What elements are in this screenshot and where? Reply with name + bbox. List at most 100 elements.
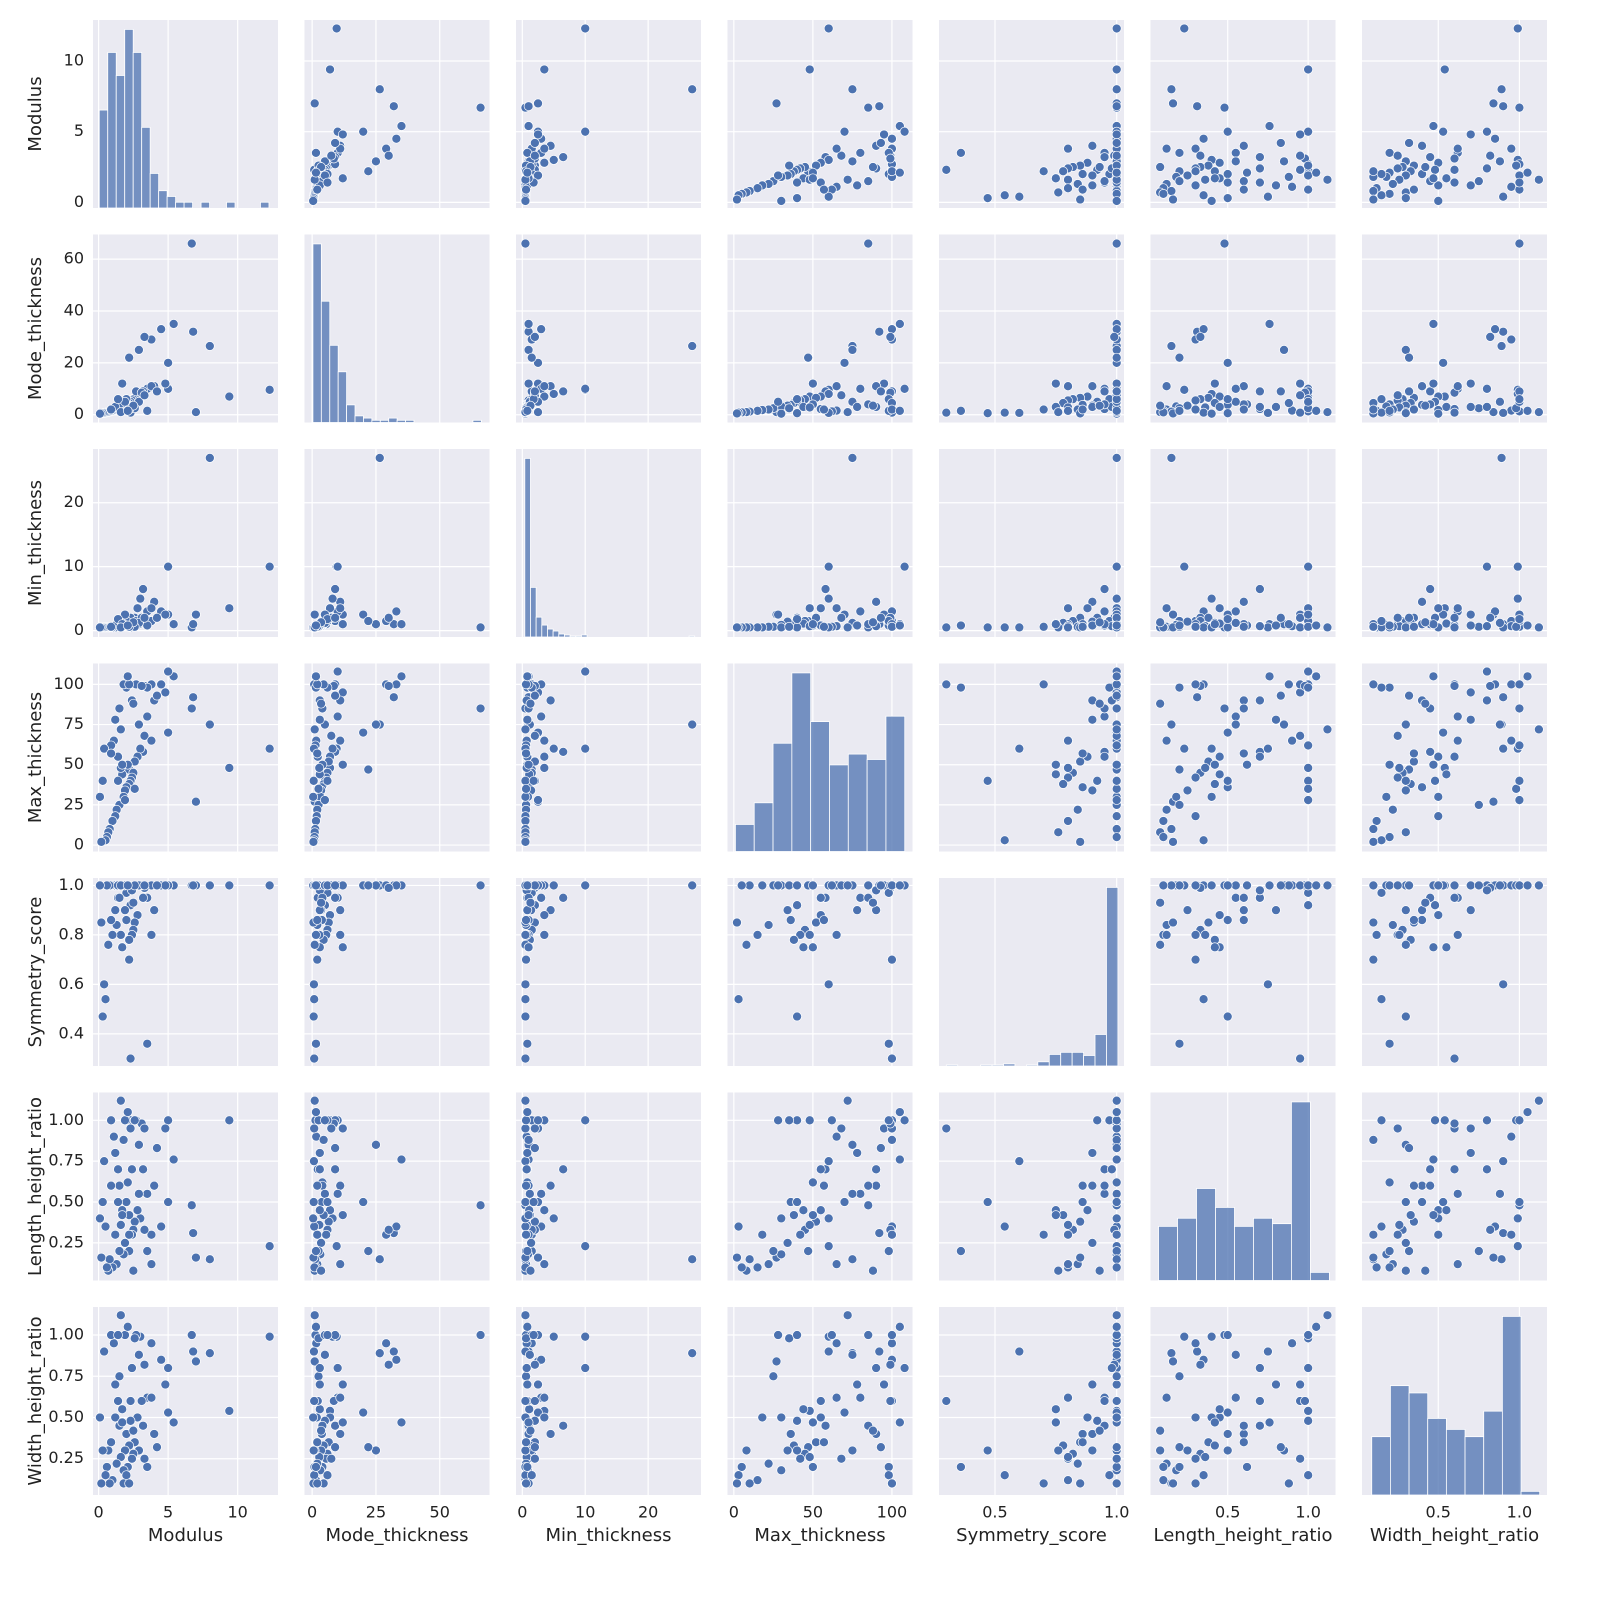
x-tick-label: 5 [163, 1503, 173, 1522]
scatter-point [1392, 163, 1403, 174]
scatter-point [823, 979, 834, 990]
scatter-point [1111, 1177, 1122, 1188]
scatter-point [522, 1246, 533, 1256]
hist-bar [1234, 1225, 1254, 1281]
scatter-point [1053, 407, 1064, 417]
scatter-point [1222, 1429, 1233, 1439]
scatter-point [956, 148, 966, 158]
scatter-point [1106, 1164, 1117, 1175]
scatter-point [523, 101, 534, 112]
scatter-point [1522, 167, 1533, 178]
scatter-point [1384, 1038, 1395, 1049]
scatter-point [475, 622, 486, 633]
scatter-point [191, 1356, 201, 1367]
scatter-point [1111, 1123, 1122, 1134]
scatter-point [1168, 98, 1178, 109]
scatter-point [732, 1252, 742, 1263]
scatter-point [839, 1407, 850, 1418]
scatter-point [521, 1229, 531, 1240]
scatter-point [308, 837, 319, 847]
scatter-point [321, 1229, 332, 1240]
scatter-point [868, 1265, 878, 1276]
scatter-point [874, 101, 885, 112]
scatter-point [335, 1392, 346, 1403]
scatter-point [308, 196, 319, 206]
scatter-point [1171, 792, 1182, 802]
scatter-point [1433, 811, 1444, 821]
scatter-point [1238, 596, 1249, 607]
scatter-point [1303, 900, 1314, 911]
hist-bar [1464, 1436, 1485, 1496]
scatter-point [1077, 404, 1088, 415]
scatter-point [160, 1123, 171, 1134]
scatter-point [125, 1415, 136, 1426]
hist-bar [791, 672, 812, 852]
scatter-point [1094, 162, 1105, 172]
scatter-point [522, 671, 533, 682]
scatter-point [1219, 703, 1230, 714]
scatter-point [736, 1262, 747, 1273]
scatter-point [1077, 748, 1088, 759]
scatter-point [1295, 1053, 1305, 1064]
scatter-point [168, 619, 179, 630]
scatter-point [819, 1437, 829, 1448]
scatter-point [1222, 394, 1233, 405]
scatter-point [1473, 800, 1484, 810]
scatter-point [1264, 1417, 1275, 1428]
scatter-point [1190, 1338, 1201, 1349]
hist-bar [1215, 1207, 1235, 1281]
hist-bar [1371, 1436, 1391, 1496]
scatter-point [1384, 832, 1395, 842]
hist-bar [1520, 1490, 1541, 1496]
scatter-point [1303, 160, 1314, 171]
hist-bar [688, 635, 696, 638]
scatter-point [1179, 743, 1190, 754]
scatter-point [887, 954, 897, 965]
scatter-point [1465, 687, 1476, 698]
scatter-point [687, 84, 698, 95]
scatter-point [827, 880, 837, 891]
scatter-point [792, 408, 802, 419]
hist-bar [1071, 1051, 1084, 1067]
hist-bar [524, 457, 531, 638]
scatter-point [782, 905, 793, 916]
scatter-point [1222, 193, 1233, 203]
scatter-point [127, 1453, 137, 1464]
scatter-point [1203, 917, 1214, 928]
scatter-point [520, 979, 531, 990]
scatter-point [1161, 930, 1172, 940]
scatter-point [1161, 143, 1172, 154]
scatter-point [1409, 756, 1419, 767]
scatter-point [1368, 880, 1379, 891]
scatter-point [808, 1417, 818, 1428]
scatter-point [120, 1115, 130, 1126]
scatter-point [1394, 1220, 1405, 1230]
scatter-point [1206, 196, 1217, 206]
scatter-point [97, 1197, 108, 1207]
scatter-point [1082, 1412, 1093, 1423]
scatter-point [1279, 156, 1289, 167]
x-tick-label: 0 [307, 1503, 317, 1522]
scatter-point [1465, 609, 1476, 620]
scatter-point [1179, 1331, 1190, 1342]
scatter-point [1238, 381, 1249, 392]
scatter-point [520, 775, 531, 786]
scatter-point [330, 690, 340, 701]
scatter-point [1534, 1095, 1544, 1106]
scatter-point [776, 1213, 787, 1224]
scatter-point [823, 1213, 834, 1224]
scatter-point [815, 892, 826, 903]
x-tick-label: 1.0 [1507, 1503, 1532, 1522]
scatter-point [1400, 719, 1411, 730]
scatter-point [863, 176, 874, 186]
scatter-point [1255, 584, 1265, 594]
scatter-point [1222, 169, 1233, 179]
scatter-point [113, 1164, 123, 1175]
scatter-point [115, 724, 126, 735]
scatter-point [852, 620, 863, 631]
scatter-point [815, 1205, 826, 1216]
hist-bar [200, 201, 210, 209]
x-axis-label: Length_height_ratio [1154, 1525, 1333, 1546]
scatter-point [1271, 180, 1281, 191]
